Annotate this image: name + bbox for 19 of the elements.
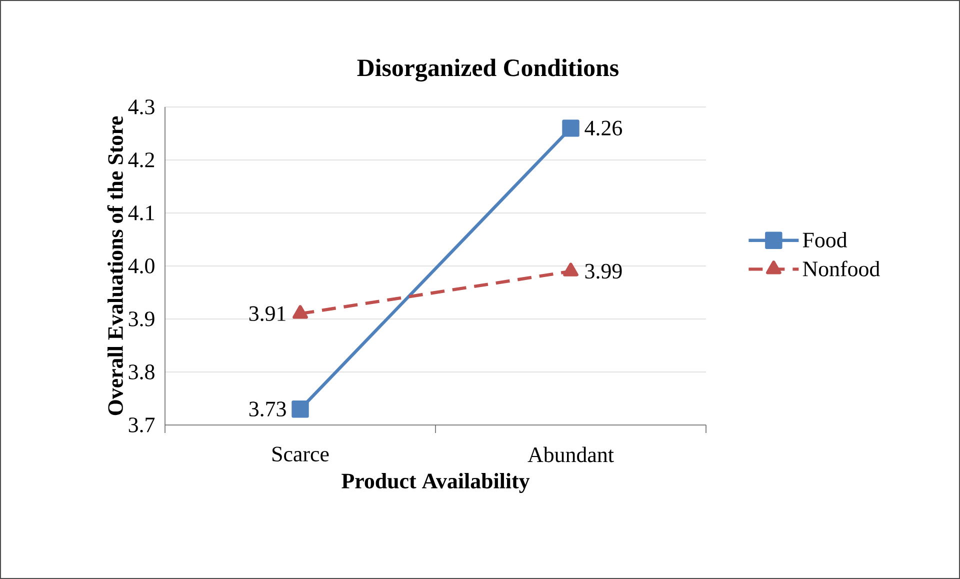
- y-tick-label: 3.8: [128, 364, 154, 380]
- legend-label: Food: [802, 232, 848, 248]
- x-axis-title: Product Availability: [342, 473, 530, 493]
- data-label: 3.99: [585, 264, 622, 279]
- y-tick-label: 4.1: [128, 206, 154, 220]
- y-tick-label: 4.2: [128, 152, 154, 168]
- point: [562, 120, 580, 137]
- data-label: 4.26: [584, 120, 622, 136]
- y-tick-label: 4.3: [128, 100, 154, 114]
- legend-label: Nonfood: [802, 260, 880, 276]
- data-label: 3.91: [249, 306, 286, 322]
- x-tick-label: Scarce: [272, 446, 329, 462]
- y-tick-label: 3.9: [128, 312, 154, 326]
- data-label: 3.73: [249, 402, 286, 417]
- y-tick-label: 4.0: [128, 258, 154, 274]
- x-tick-label: Abundant: [528, 446, 614, 462]
- chart-title: Disorganized Conditions: [357, 58, 618, 82]
- y-tick-label: 3.7: [128, 418, 155, 432]
- y-axis-title: Overall Evaluations of the Store: [107, 116, 123, 416]
